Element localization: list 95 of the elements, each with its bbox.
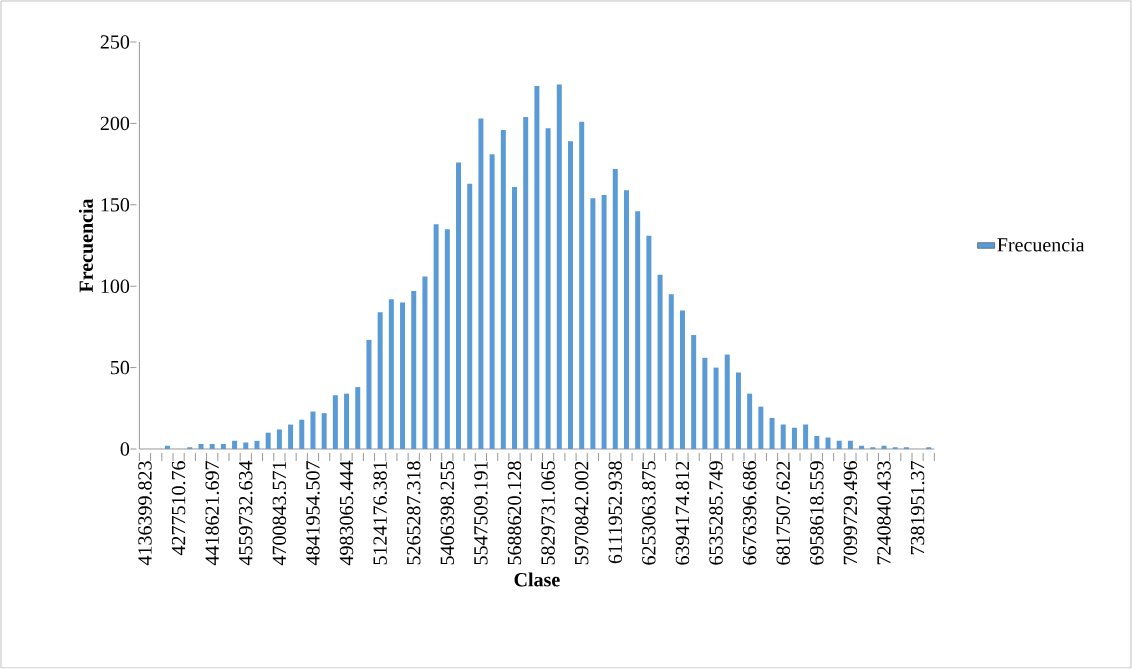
y-tick-label: 0 [120,442,130,456]
bar [814,435,820,449]
bar [489,154,495,449]
bar [523,116,529,449]
bar [612,168,618,449]
bar [646,235,652,449]
bar [444,229,450,449]
bar [388,299,394,449]
y-tick-label: 100 [101,279,130,293]
bar [310,411,316,449]
x-tick-label: 6111952.938 [608,461,623,564]
bar [198,444,204,449]
y-tick-label: 200 [100,116,130,131]
y-axis-title: Frecuencia [78,198,94,293]
x-tick-label: 5547509.191 [474,461,488,565]
bar [209,444,215,449]
bar [881,445,887,449]
bar [276,429,282,449]
bar [623,190,629,449]
bar [836,440,842,449]
bar [232,440,238,449]
bar [635,211,641,449]
bar [691,335,697,449]
bar [847,440,853,449]
x-tick-label: 7240840.433 [877,461,891,565]
bar [500,129,506,449]
x-tick-label: 7099729.496 [843,461,858,565]
x-tick-label: 6394174.812 [675,461,690,565]
bar [534,85,540,449]
bar [377,312,383,449]
x-tick-label: 5970842.002 [574,461,589,565]
bar [288,424,294,449]
bar [579,121,585,449]
bar [456,162,462,449]
x-tick-label: 4841954.507 [306,461,320,566]
x-tick-label: 5265287.318 [406,461,421,565]
bar [366,339,372,449]
x-tick-label: 6535285.749 [709,461,723,565]
bar [254,440,260,449]
bar [220,444,226,449]
bar [355,387,361,449]
legend-label: Frecuencia [997,238,1085,252]
bar [679,310,685,449]
x-axis-title: Clase [514,572,560,587]
bar [590,198,596,449]
bar [758,406,764,449]
bar [567,141,573,449]
bar [859,445,865,449]
bar [400,302,406,449]
y-tick-label: 150 [101,198,130,212]
x-tick-label: 6676396.686 [742,461,757,565]
y-tick-label: 50 [111,360,130,375]
bar [344,393,350,449]
bar [411,291,417,449]
x-tick-label: 4559732.634 [239,460,253,566]
bar [780,424,786,449]
bar [769,418,775,449]
x-tick-label: 6253063.875 [642,461,656,565]
x-tick-label: 6958618.559 [810,461,824,565]
bar [747,393,753,449]
bar [735,372,741,449]
bar [478,118,484,449]
bar [433,224,439,449]
y-tick-label: 250 [100,35,130,49]
x-tick-label: 4277510.76 [171,461,186,556]
bar [713,367,719,449]
bar [243,442,249,449]
bar [803,424,809,449]
x-tick-label: 5829731.065 [541,461,555,565]
x-tick-label: 4136399.823 [138,461,152,566]
x-tick-label: 5688620.128 [507,461,522,565]
x-tick-label: 7381951.37 [910,461,925,555]
bar [825,437,831,449]
bar [724,354,730,449]
bar [265,432,271,449]
bar [332,395,338,449]
x-tick-label: 5406398.255 [440,461,455,565]
bar [601,195,607,449]
bar [791,427,797,449]
x-tick-label: 4983065.444 [339,460,354,566]
bar [321,413,327,449]
x-tick-label: 6817507.622 [776,461,791,565]
bar [422,276,428,449]
bar [657,274,663,449]
x-tick-label: 5124176.381 [373,461,387,565]
x-tick-label: 4418621.697 [205,461,219,566]
bar [467,183,473,449]
bar [702,357,708,449]
bar [512,186,518,449]
bar [299,419,305,449]
x-tick-label: 4700843.571 [272,461,287,566]
bar [545,128,551,449]
bar [556,84,562,449]
bar [668,294,674,449]
bar [164,445,170,449]
